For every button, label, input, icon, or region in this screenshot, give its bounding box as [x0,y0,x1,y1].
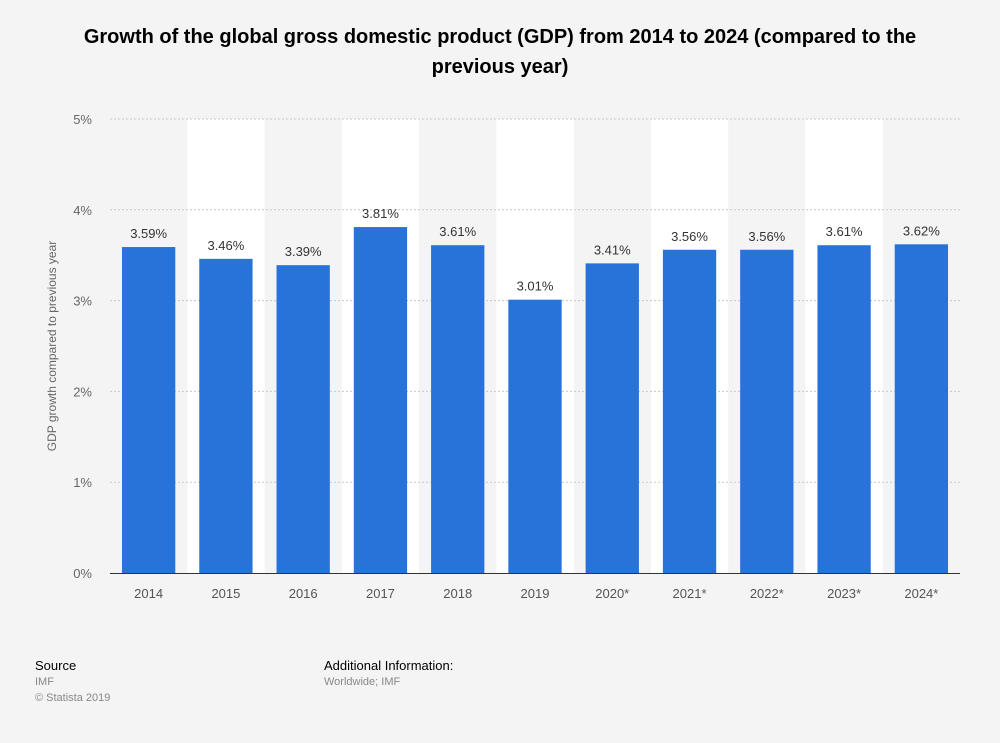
data-label: 3.61% [439,224,476,239]
x-tick-label: 2016 [289,586,318,601]
y-tick-label: 3% [73,294,92,309]
bar [199,258,253,573]
y-tick-label: 5% [73,112,92,127]
additional-info-block: Additional Information: Worldwide; IMF [324,658,453,690]
data-label: 3.59% [130,226,167,241]
data-label: 3.41% [594,242,631,257]
bar [276,265,330,573]
x-tick-label: 2024* [904,586,938,601]
bar [431,245,485,573]
data-label: 3.56% [748,229,785,244]
data-label: 3.56% [671,229,708,244]
bar [817,245,871,573]
bar [585,263,639,573]
x-tick-label: 2017 [366,586,395,601]
bar [662,249,717,573]
x-axis-ticks: 2014 2015 2016 2017 2018 2019 2020* 2021* 2022* 2… [134,586,938,601]
bar [894,244,949,573]
bar [121,247,176,573]
data-labels: 3.59% 3.46% 3.39% 3.81% 3.61% 3.01% 3.41% 3.56%… [130,206,940,294]
source-line-1: IMF [35,676,54,688]
y-axis-ticks: 0% 1% 2% 3% 4% 5% [73,112,92,581]
source-heading: Source [35,658,77,673]
bars [121,227,949,573]
y-axis-label: GDP growth compared to previous year [45,241,59,452]
info-line-1: Worldwide; IMF [324,676,401,688]
source-line-2: © Statista 2019 [35,692,111,704]
chart-title: Growth of the global gross domestic prod… [83,26,917,78]
data-label: 3.62% [903,223,940,238]
data-label: 3.81% [362,206,399,221]
bar [740,249,794,573]
data-label: 3.46% [207,238,244,253]
data-label: 3.61% [826,224,863,239]
x-tick-label: 2021* [673,586,707,601]
data-label: 3.39% [285,244,322,259]
source-block: Source IMF © Statista 2019 [35,658,110,706]
bar [508,299,562,573]
x-tick-label: 2023* [827,586,861,601]
x-tick-label: 2019 [521,586,550,601]
bar [353,227,408,573]
y-tick-label: 0% [73,566,92,581]
y-tick-label: 4% [73,203,92,218]
x-tick-label: 2014 [134,586,163,601]
x-tick-label: 2022* [750,586,784,601]
x-tick-label: 2015 [211,586,240,601]
x-tick-label: 2018 [443,586,472,601]
y-tick-label: 1% [73,475,92,490]
y-tick-label: 2% [73,384,92,399]
data-label: 3.01% [517,279,554,294]
x-tick-label: 2020* [595,586,629,601]
info-heading: Additional Information: [324,658,454,673]
